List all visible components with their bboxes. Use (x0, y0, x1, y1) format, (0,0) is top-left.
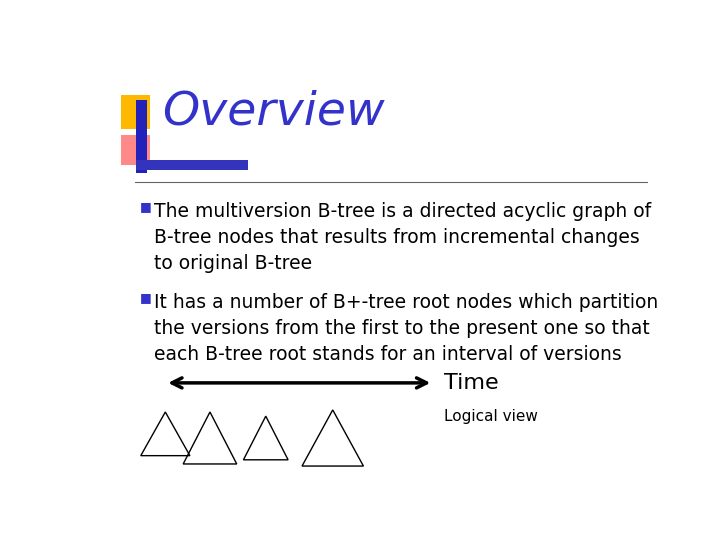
Text: Overview: Overview (163, 90, 385, 135)
Text: ■: ■ (140, 200, 152, 213)
Bar (121, 95, 150, 129)
Text: ■: ■ (140, 292, 152, 305)
Bar (121, 134, 150, 165)
Text: It has a number of B+-tree root nodes which partition
the versions from the firs: It has a number of B+-tree root nodes wh… (154, 294, 658, 364)
Text: Logical view: Logical view (444, 409, 539, 424)
Bar (136, 100, 148, 173)
Bar (136, 160, 248, 170)
Text: Time: Time (444, 373, 499, 393)
Text: The multiversion B-tree is a directed acyclic graph of
B-tree nodes that results: The multiversion B-tree is a directed ac… (154, 202, 652, 273)
